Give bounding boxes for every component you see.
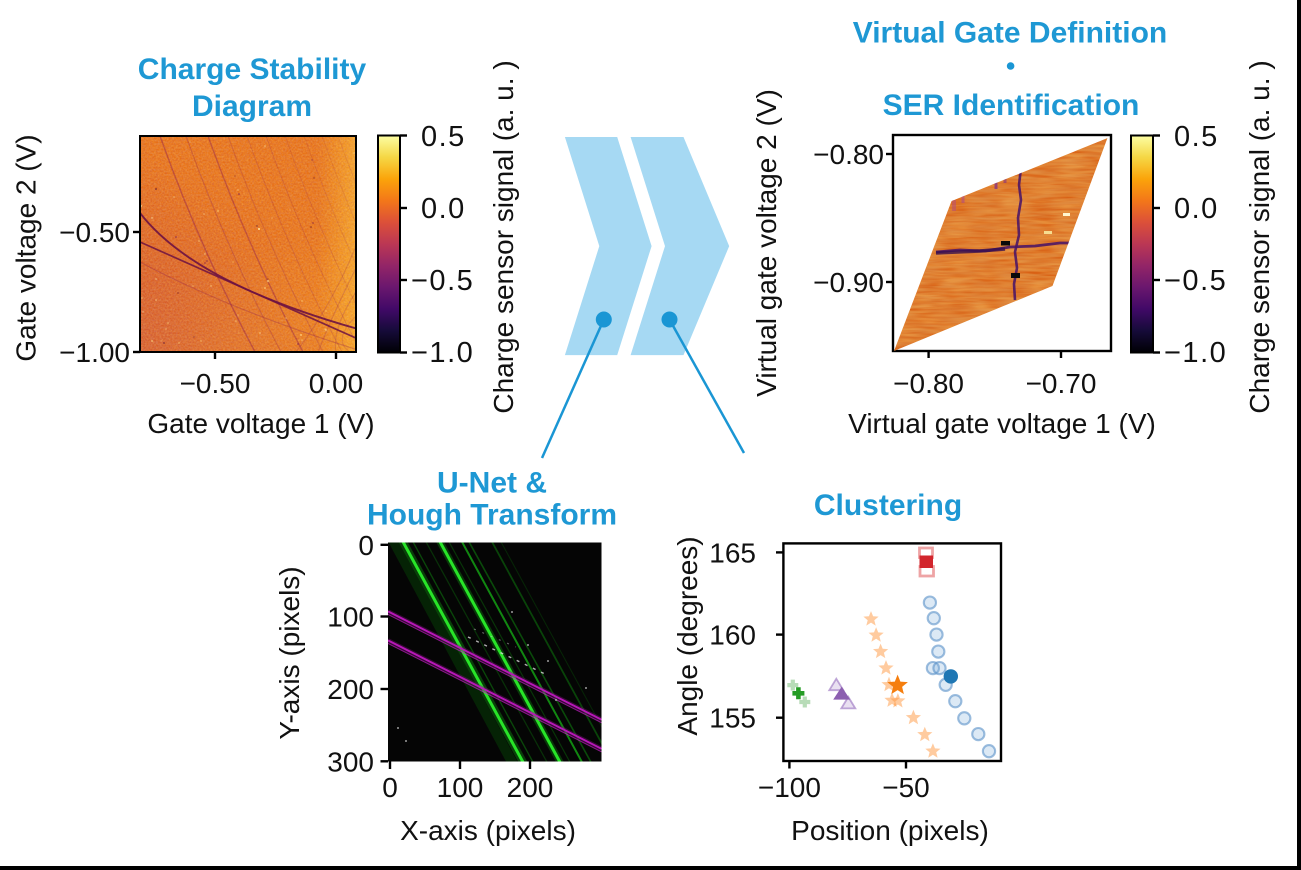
- svg-text:U-Net &: U-Net &: [437, 466, 547, 499]
- svg-text:−1.0: −1.0: [1164, 337, 1227, 369]
- svg-text:Y-axis (pixels): Y-axis (pixels): [274, 566, 305, 739]
- svg-text:Position (pixels): Position (pixels): [791, 815, 989, 846]
- svg-text:Diagram: Diagram: [192, 90, 312, 123]
- svg-text:Charge sensor signal (a. u. ): Charge sensor signal (a. u. ): [488, 60, 519, 413]
- svg-text:160: 160: [709, 620, 756, 651]
- svg-text:Hough Transform: Hough Transform: [367, 498, 617, 531]
- svg-text:−50: −50: [882, 772, 930, 803]
- svg-text:Angle (degrees): Angle (degrees): [672, 536, 703, 735]
- svg-text:Charge Stability: Charge Stability: [138, 53, 367, 86]
- svg-text:−0.70: −0.70: [1026, 368, 1097, 399]
- svg-text:0.5: 0.5: [421, 121, 466, 153]
- svg-text:200: 200: [327, 674, 374, 705]
- svg-text:0: 0: [358, 530, 374, 561]
- svg-text:X-axis (pixels): X-axis (pixels): [400, 815, 576, 846]
- svg-text:−0.50: −0.50: [59, 217, 130, 248]
- svg-text:Virtual gate voltage 1 (V): Virtual gate voltage 1 (V): [848, 408, 1156, 439]
- svg-text:−0.80: −0.80: [813, 139, 884, 170]
- svg-text:−1.00: −1.00: [59, 337, 130, 368]
- svg-text:155: 155: [709, 703, 756, 734]
- svg-text:0.0: 0.0: [1174, 193, 1219, 225]
- svg-text:300: 300: [327, 746, 374, 777]
- svg-text:0.00: 0.00: [309, 368, 364, 399]
- svg-text:200: 200: [507, 772, 554, 803]
- svg-text:165: 165: [709, 537, 756, 568]
- svg-text:−0.80: −0.80: [893, 368, 964, 399]
- svg-text:Clustering: Clustering: [814, 489, 962, 522]
- svg-text:Virtual gate voltage 2 (V): Virtual gate voltage 2 (V): [751, 89, 782, 397]
- svg-text:Charge sensor signal (a. u. ): Charge sensor signal (a. u. ): [1244, 60, 1275, 413]
- svg-text:−0.5: −0.5: [411, 265, 474, 297]
- svg-text:SER Identification: SER Identification: [883, 89, 1140, 122]
- svg-text:−0.90: −0.90: [813, 267, 884, 298]
- svg-text:−0.5: −0.5: [1164, 265, 1227, 297]
- svg-text:0.5: 0.5: [1174, 121, 1219, 153]
- svg-text:−100: −100: [758, 772, 821, 803]
- svg-text:Gate voltage 2 (V): Gate voltage 2 (V): [11, 134, 42, 361]
- svg-text:100: 100: [437, 772, 484, 803]
- svg-text:−0.50: −0.50: [180, 368, 251, 399]
- svg-text:−1.0: −1.0: [411, 337, 474, 369]
- svg-text:0: 0: [382, 772, 398, 803]
- svg-text:Virtual Gate Definition: Virtual Gate Definition: [853, 17, 1168, 50]
- svg-text:100: 100: [327, 602, 374, 633]
- svg-text:0.0: 0.0: [421, 193, 466, 225]
- svg-text:Gate voltage 1 (V): Gate voltage 1 (V): [147, 408, 374, 439]
